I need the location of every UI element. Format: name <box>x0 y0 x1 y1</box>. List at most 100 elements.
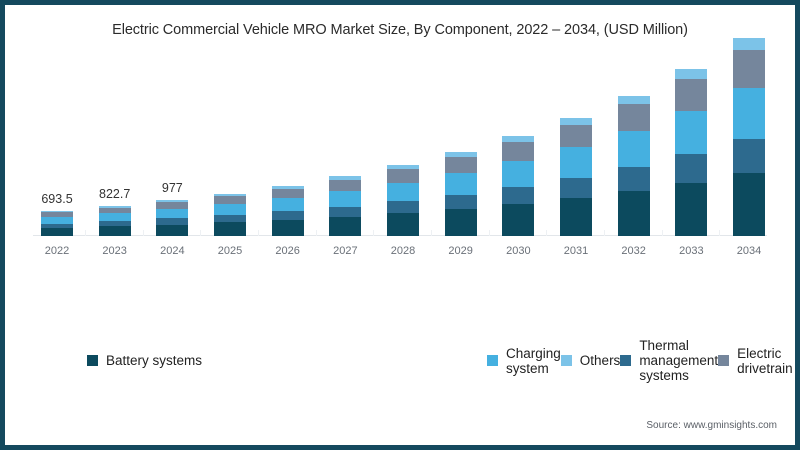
stacked-bar[interactable]: 822.7 2023 <box>98 187 131 257</box>
bar-segment-electric-drivetrain <box>41 212 73 217</box>
stacked-bar[interactable]: 2033 <box>675 69 708 257</box>
bar-segment-electric-drivetrain <box>156 202 189 210</box>
stacked-bar[interactable]: 2025 <box>214 193 246 257</box>
stacked-bar[interactable]: 2031 <box>560 117 592 257</box>
bar-group: 2033 <box>675 46 708 257</box>
bar-segment-thermal-management-systems <box>156 218 189 225</box>
bar-segment-thermal-management-systems <box>329 206 362 217</box>
bars-container: 693.5 2022 822.7 2023 977 2024 2025 2026 2027 202… <box>33 38 767 266</box>
legend-item[interactable]: Others <box>560 350 621 371</box>
legend-item[interactable]: Battery systems <box>87 350 487 371</box>
bar-segment-charging-system <box>214 204 246 216</box>
x-axis-separator <box>200 230 202 236</box>
stacked-bar[interactable]: 2029 <box>444 152 477 257</box>
legend-item[interactable]: Charging system <box>487 346 561 376</box>
bar-segment-others <box>387 165 419 170</box>
bar-segment-charging-system <box>387 182 419 202</box>
stacked-bar[interactable]: 2027 <box>329 176 362 257</box>
bar-segment-thermal-management-systems <box>560 178 592 199</box>
legend-swatch-thermal-management-systems <box>620 355 632 366</box>
bar-segment-battery-systems <box>98 226 131 236</box>
bar-group: 2028 <box>387 46 419 257</box>
legend-item-label: Electric drivetrain <box>737 345 793 376</box>
x-axis-separator <box>604 230 605 236</box>
bar-group: 2030 <box>502 46 535 257</box>
x-axis-tick-2027: 2027 <box>333 245 358 257</box>
bar-segment-charging-system <box>617 130 650 168</box>
legend-swatch-electric-drivetrain <box>718 355 730 366</box>
x-axis-tick-2022: 2022 <box>44 245 70 257</box>
bar-segment-electric-drivetrain <box>502 142 535 162</box>
bar-segment-charging-system <box>156 209 189 219</box>
bar-segment-electric-drivetrain <box>733 49 765 88</box>
bar-segment-electric-drivetrain <box>560 124 592 148</box>
bar-segment-others <box>329 176 362 180</box>
bar-segment-charging-system <box>560 147 592 179</box>
page-title: Electric Commercial Vehicle MRO Market S… <box>112 22 688 38</box>
bar-segment-charging-system <box>502 161 535 188</box>
bar-segment-electric-drivetrain <box>329 179 362 192</box>
bar-group: 2031 <box>560 46 592 257</box>
x-axis-separator <box>661 230 663 236</box>
bar-group: 2026 <box>271 46 304 257</box>
stacked-bar[interactable]: 2032 <box>617 95 650 257</box>
bar-segment-charging-system <box>733 87 765 139</box>
legend-item-label: Thermal management systems <box>639 338 719 383</box>
bar-segment-thermal-management-systems <box>502 187 535 205</box>
legend-item[interactable]: Electric drivetrain <box>718 346 793 376</box>
x-axis-separator <box>142 230 144 236</box>
legend-swatch-others <box>560 355 572 366</box>
stacked-bar[interactable]: 693.5 2022 <box>41 192 73 257</box>
legend-item[interactable]: Thermal management systems <box>620 338 718 383</box>
bar-segment-electric-drivetrain <box>675 79 708 111</box>
bar-segment-battery-systems <box>733 172 765 236</box>
bar-segment-charging-system <box>675 110 708 155</box>
x-axis-tick-2025: 2025 <box>217 245 243 257</box>
x-axis-separator <box>315 230 317 236</box>
bar-segment-thermal-management-systems <box>98 221 131 227</box>
stacked-bar[interactable]: 2028 <box>387 165 419 257</box>
bar-segment-others <box>560 117 592 125</box>
x-axis-tick-2034: 2034 <box>736 245 762 257</box>
x-axis-separator <box>488 230 490 236</box>
x-axis-separator <box>373 230 375 236</box>
bar-value-label: 822.7 <box>99 186 131 201</box>
bar-segment-thermal-management-systems <box>444 194 477 210</box>
bar-group: 977 2024 <box>156 46 189 257</box>
bar-group: 693.5 2022 <box>41 46 73 257</box>
bar-value-label: 693.5 <box>41 191 73 206</box>
bar-segment-battery-systems <box>502 204 535 236</box>
bar-segment-charging-system <box>98 213 131 222</box>
bar-segment-others <box>502 136 535 143</box>
legend-item-label: Others <box>579 353 621 368</box>
stacked-bar[interactable]: 2030 <box>502 136 535 257</box>
bar-segment-others <box>617 95 650 104</box>
stacked-bar[interactable]: 2026 <box>271 185 304 257</box>
stacked-bar[interactable]: 2034 <box>733 38 765 257</box>
x-axis-tick-2024: 2024 <box>160 245 185 257</box>
bar-segment-electric-drivetrain <box>387 169 419 183</box>
bar-segment-battery-systems <box>675 182 708 236</box>
bar-group: 822.7 2023 <box>98 46 131 257</box>
bar-segment-thermal-management-systems <box>387 201 419 214</box>
source-attribution: Source: www.gminsights.com <box>646 420 777 431</box>
stacked-bar[interactable]: 977 2024 <box>156 181 189 257</box>
x-axis-tick-2030: 2030 <box>506 245 531 257</box>
legend-swatch-charging-system <box>487 355 498 366</box>
bar-segment-others <box>98 205 131 208</box>
bar-segment-thermal-management-systems <box>733 138 765 173</box>
bar-segment-others <box>733 38 765 50</box>
bar-segment-others <box>214 193 246 197</box>
bar-segment-others <box>271 185 304 189</box>
bar-segment-others <box>444 152 477 158</box>
x-axis-separator <box>85 230 86 236</box>
bar-segment-others <box>41 210 73 213</box>
chart-legend: Battery systems Charging system Others Ther… <box>87 338 793 383</box>
x-axis-separator <box>546 230 548 236</box>
bar-group: 2029 <box>444 46 477 257</box>
bar-segment-electric-drivetrain <box>444 157 477 174</box>
bar-segment-charging-system <box>444 173 477 195</box>
bar-segment-charging-system <box>271 198 304 212</box>
bar-segment-charging-system <box>41 216 73 224</box>
